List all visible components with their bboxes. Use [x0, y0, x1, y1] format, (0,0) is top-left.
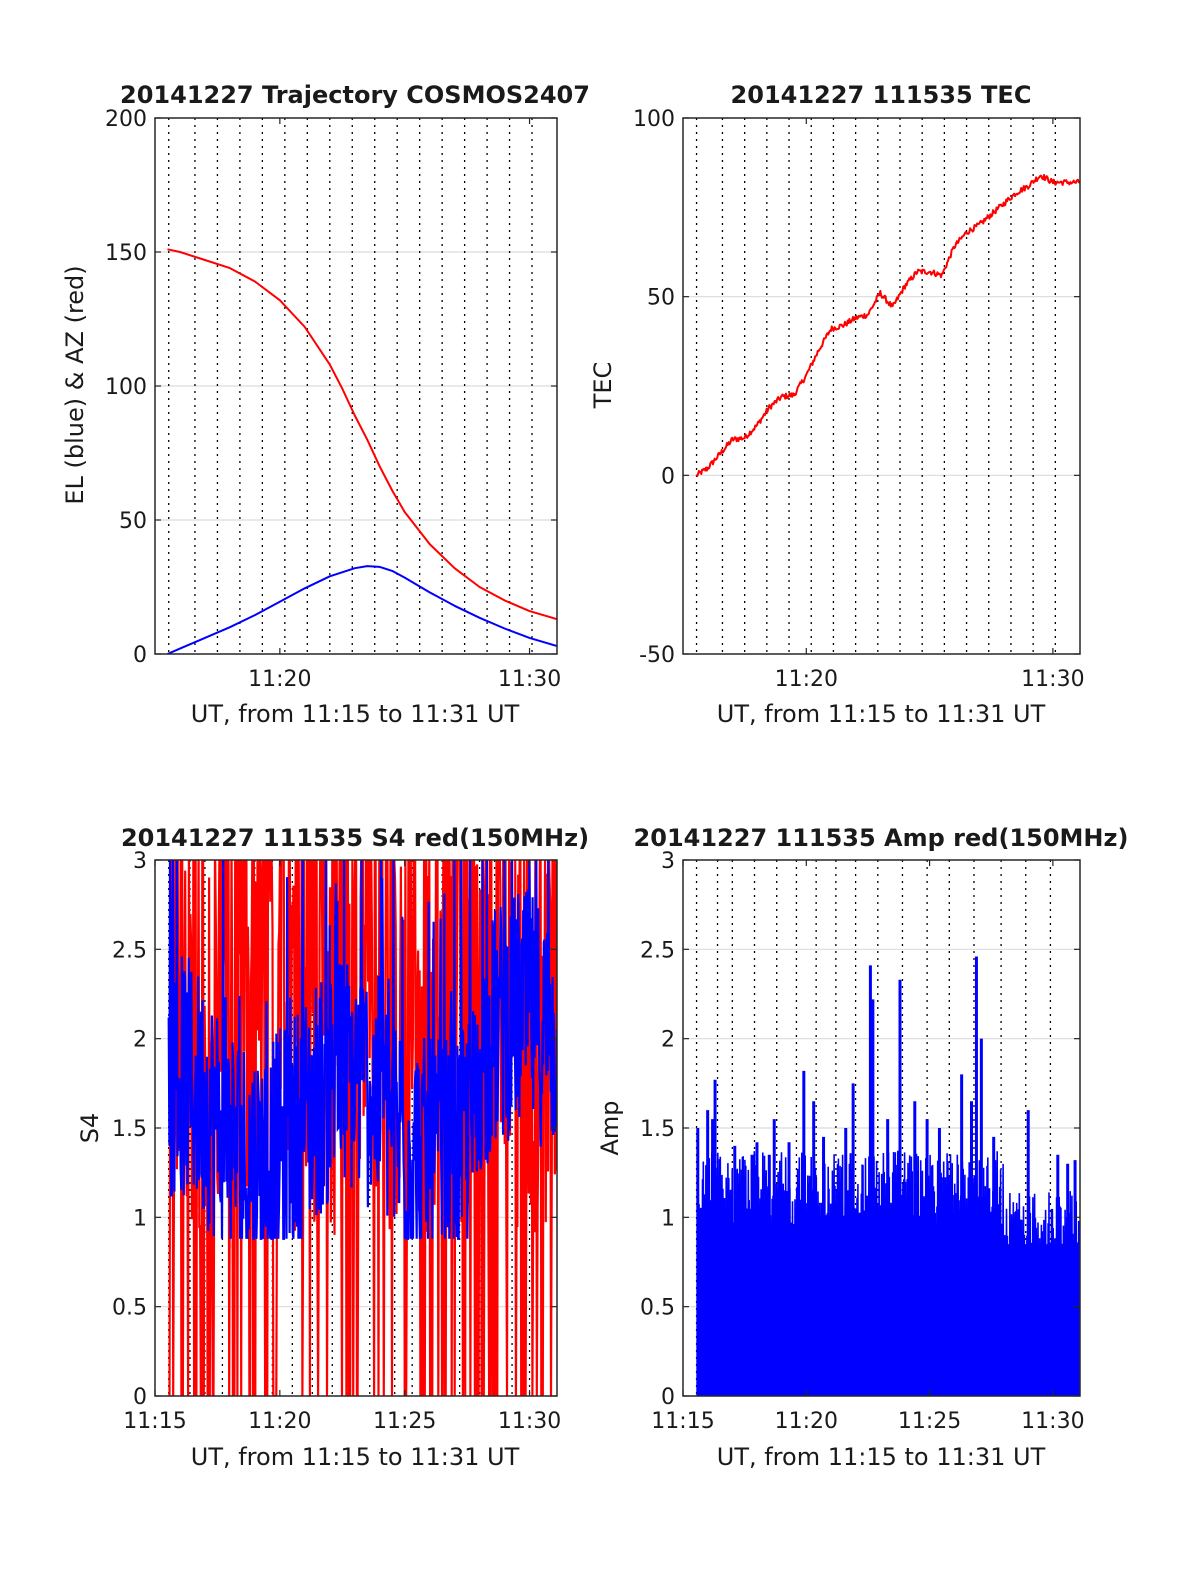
series-line-s4-blue [167, 860, 557, 1240]
tec-y-label: TEC [589, 362, 617, 410]
x-tick-label: 11:30 [498, 1409, 561, 1434]
trajectory-y-label: EL (blue) & AZ (red) [61, 265, 89, 504]
tec-plot-area: -50 0 50 100 11:20 11:30 [633, 107, 1085, 692]
y-tick-label: 2.5 [112, 938, 147, 963]
y-tick-label: 100 [633, 107, 675, 132]
y-tick-label: 2.5 [640, 938, 675, 963]
trajectory-title: 20141227 Trajectory COSMOS2407 [120, 81, 590, 109]
panel-s4: 20141227 111535 S4 red(150MHz) UT, from … [76, 824, 589, 1471]
panel-trajectory: 20141227 Trajectory COSMOS2407 UT, from … [61, 81, 590, 728]
series-line-tec [695, 173, 1080, 477]
x-tick-label: 11:20 [775, 1409, 838, 1434]
s4-plot-area: 0 0.5 1 1.5 2 2.5 3 11:15 11:20 11:25 11:30 [112, 849, 561, 1434]
y-tick-label: 50 [119, 509, 147, 534]
y-tick-label: 0 [133, 643, 147, 668]
y-tick-label: 100 [105, 375, 147, 400]
x-tick-label: 11:15 [651, 1409, 714, 1434]
y-tick-label: 200 [105, 107, 147, 132]
trajectory-x-label: UT, from 11:15 to 11:31 UT [191, 700, 520, 728]
data-layer [167, 860, 557, 1396]
x-tick-label: 11:20 [248, 1409, 311, 1434]
s4-y-label: S4 [76, 1113, 104, 1144]
axes-box [682, 117, 1081, 655]
series-line-s4-red [168, 860, 557, 1396]
y-tick-label: 1 [133, 1206, 147, 1231]
y-tick-label: 150 [105, 241, 147, 266]
s4-x-label: UT, from 11:15 to 11:31 UT [191, 1443, 520, 1471]
x-tick-label: 11:15 [123, 1409, 186, 1434]
s4-title: 20141227 111535 S4 red(150MHz) [121, 824, 589, 852]
panel-amp: 20141227 111535 Amp red(150MHz) UT, from… [596, 824, 1128, 1471]
y-tick-label: 1.5 [640, 1117, 675, 1142]
y-tick-label: -50 [639, 643, 675, 668]
amp-title: 20141227 111535 Amp red(150MHz) [634, 824, 1129, 852]
series-line-el [167, 565, 557, 654]
series-line-az [167, 248, 557, 621]
y-tick-label: 2 [133, 1028, 147, 1053]
x-tick-label: 11:30 [1021, 667, 1084, 692]
y-tick-label: 3 [661, 849, 675, 874]
y-tick-label: 0.5 [112, 1296, 147, 1321]
x-tick-label: 11:20 [248, 667, 311, 692]
y-tick-label: 50 [647, 286, 675, 311]
y-tick-label: 1.5 [112, 1117, 147, 1142]
amp-x-label: UT, from 11:15 to 11:31 UT [717, 1443, 1046, 1471]
x-tick-label: 11:30 [1021, 1409, 1084, 1434]
x-tick-label: 11:20 [775, 667, 838, 692]
tec-title: 20141227 111535 TEC [731, 81, 1032, 109]
data-layer [696, 956, 1080, 1396]
panel-tec: 20141227 111535 TEC UT, from 11:15 to 11… [589, 81, 1085, 728]
x-tick-label: 11:25 [373, 1409, 436, 1434]
amp-plot-area: 0 0.5 1 1.5 2 2.5 3 11:15 11:20 11:25 11:30 [640, 849, 1085, 1434]
y-tick-label: 0 [661, 464, 675, 489]
data-layer [695, 173, 1080, 477]
y-tick-label: 2 [661, 1028, 675, 1053]
x-tick-label: 11:25 [898, 1409, 961, 1434]
data-layer [167, 248, 557, 654]
y-tick-label: 0.5 [640, 1296, 675, 1321]
y-tick-label: 1 [661, 1206, 675, 1231]
y-tick-label: 0 [133, 1385, 147, 1410]
y-tick-label: 0 [661, 1385, 675, 1410]
x-tick-label: 11:30 [498, 667, 561, 692]
amp-y-label: Amp [596, 1100, 624, 1155]
y-tick-label: 3 [133, 849, 147, 874]
tec-x-label: UT, from 11:15 to 11:31 UT [717, 700, 1046, 728]
trajectory-plot-area: 0 50 100 150 200 11:20 11:30 [105, 107, 561, 692]
